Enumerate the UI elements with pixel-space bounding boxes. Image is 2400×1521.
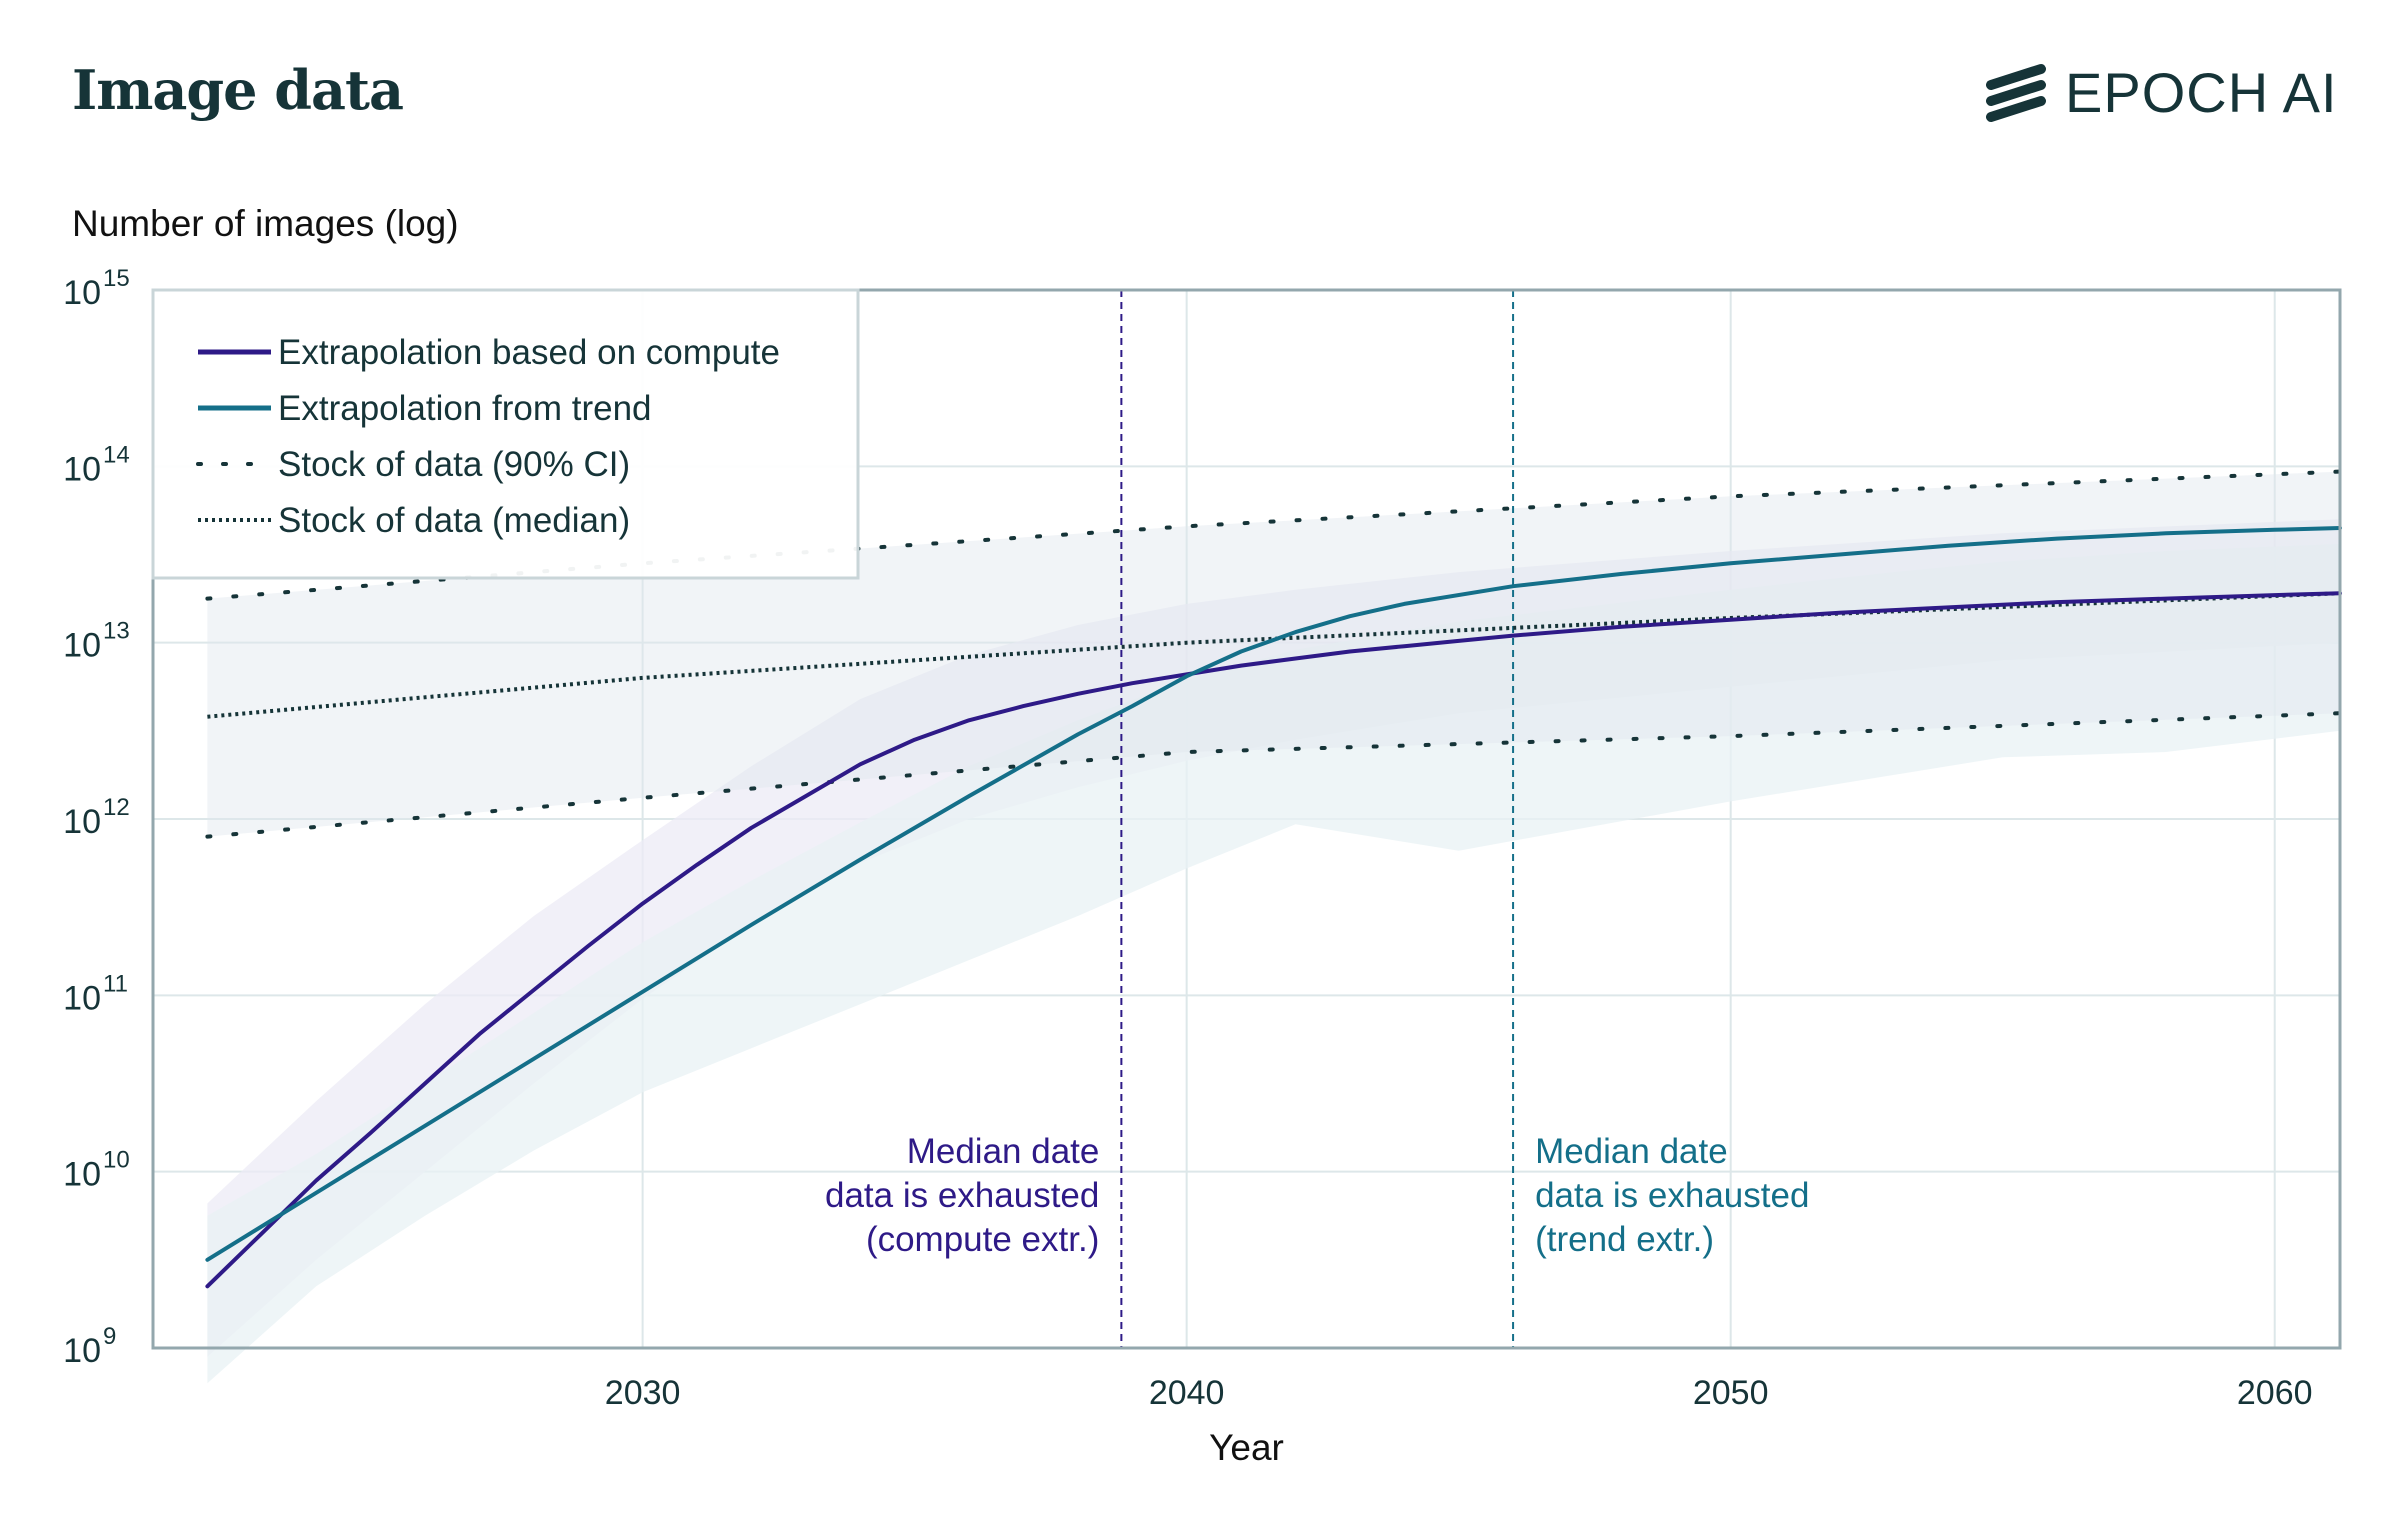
x-tick-label: 2060 (2237, 1374, 2313, 1412)
plot-frame (151, 288, 2342, 1350)
chart-series (205, 469, 2342, 1289)
y-tick-label: 10 (63, 1332, 101, 1370)
y-tick-exponent: 12 (103, 794, 130, 821)
x-tick-label: 2040 (1149, 1374, 1225, 1412)
trend-confidence-band (207, 543, 2341, 1384)
y-tick-label: 10 (63, 627, 101, 665)
median-date-label-line: (compute extr.) (866, 1220, 1099, 1259)
y-tick-exponent: 10 (103, 1147, 130, 1174)
legend-box (151, 288, 860, 580)
median-date-label-line: Median date (907, 1132, 1100, 1171)
median-date-label-line: data is exhausted (825, 1176, 1099, 1215)
y-tick-label: 10 (63, 450, 101, 488)
brand-logo: EPOCH AI (1985, 60, 2338, 125)
y-tick-exponent: 11 (103, 970, 128, 997)
y-tick-exponent: 15 (103, 265, 130, 292)
trend-extrapolation-line (205, 526, 2342, 1262)
legend-label: Extrapolation based on compute (278, 333, 780, 372)
median-date-label-line: (trend extr.) (1535, 1220, 1714, 1259)
legend-label: Extrapolation from trend (278, 389, 652, 428)
x-tick-label: 2030 (605, 1374, 681, 1412)
median-date-markers: Median date data is exhausted (compute ext… (825, 290, 1809, 1348)
page-title: Image data (72, 58, 404, 122)
y-tick-label: 10 (63, 803, 101, 841)
y-tick-label: 10 (63, 1156, 101, 1194)
epoch-logo-icon (1986, 63, 2046, 122)
y-tick-exponent: 14 (103, 441, 130, 468)
chart-legend: Extrapolation based on compute Extrapolat… (151, 288, 860, 580)
y-tick-label: 10 (63, 274, 101, 312)
x-axis-label: Year (1209, 1427, 1284, 1468)
compute-extrapolation-line (205, 591, 2342, 1289)
median-date-label-line: data is exhausted (1535, 1176, 1809, 1215)
legend-label: Stock of data (90% CI) (278, 445, 630, 484)
y-tick-exponent: 9 (103, 1323, 116, 1350)
x-tick-label: 2050 (1693, 1374, 1769, 1412)
median-date-label-line: Median date (1535, 1132, 1728, 1171)
y-tick-exponent: 13 (103, 618, 130, 645)
brand-name: EPOCH AI (2065, 61, 2338, 124)
y-tick-label: 10 (63, 979, 101, 1017)
confidence-bands (207, 471, 2341, 1384)
legend-label: Stock of data (median) (278, 501, 630, 540)
y-axis-label: Number of images (log) (72, 203, 459, 244)
